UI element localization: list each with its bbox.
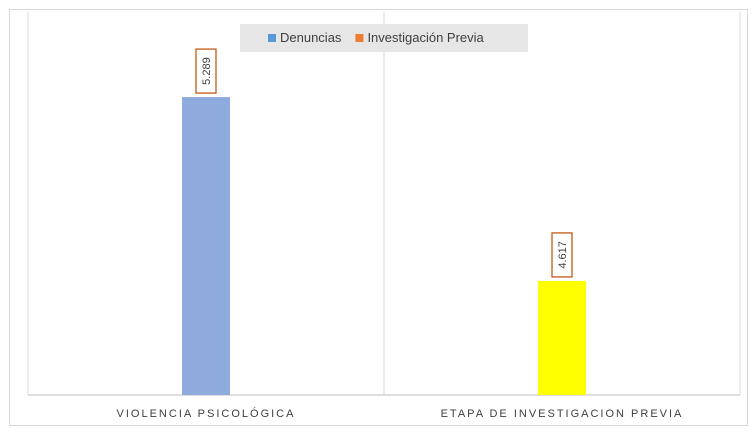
- data-label: 5.289: [201, 57, 213, 85]
- data-label-group: 5.289: [195, 48, 217, 94]
- bar: [182, 97, 230, 395]
- legend-label: Investigación Previa: [367, 30, 484, 45]
- data-label-box: [195, 48, 217, 94]
- x-tick-label: VIOLENCIA PSICOLÓGICA: [117, 407, 296, 420]
- legend-label: Denuncias: [280, 30, 342, 45]
- chart-frame: [9, 9, 748, 426]
- legend-box: [240, 24, 528, 52]
- bar: [538, 280, 586, 395]
- legend-swatch: [268, 34, 276, 42]
- data-label-group: 4.617: [551, 232, 573, 278]
- legend-swatch: [355, 34, 364, 42]
- data-label-box: [551, 232, 573, 278]
- x-tick-label: ETAPA DE INVESTIGACION PREVIA: [441, 408, 684, 420]
- data-label: 4.617: [557, 241, 569, 269]
